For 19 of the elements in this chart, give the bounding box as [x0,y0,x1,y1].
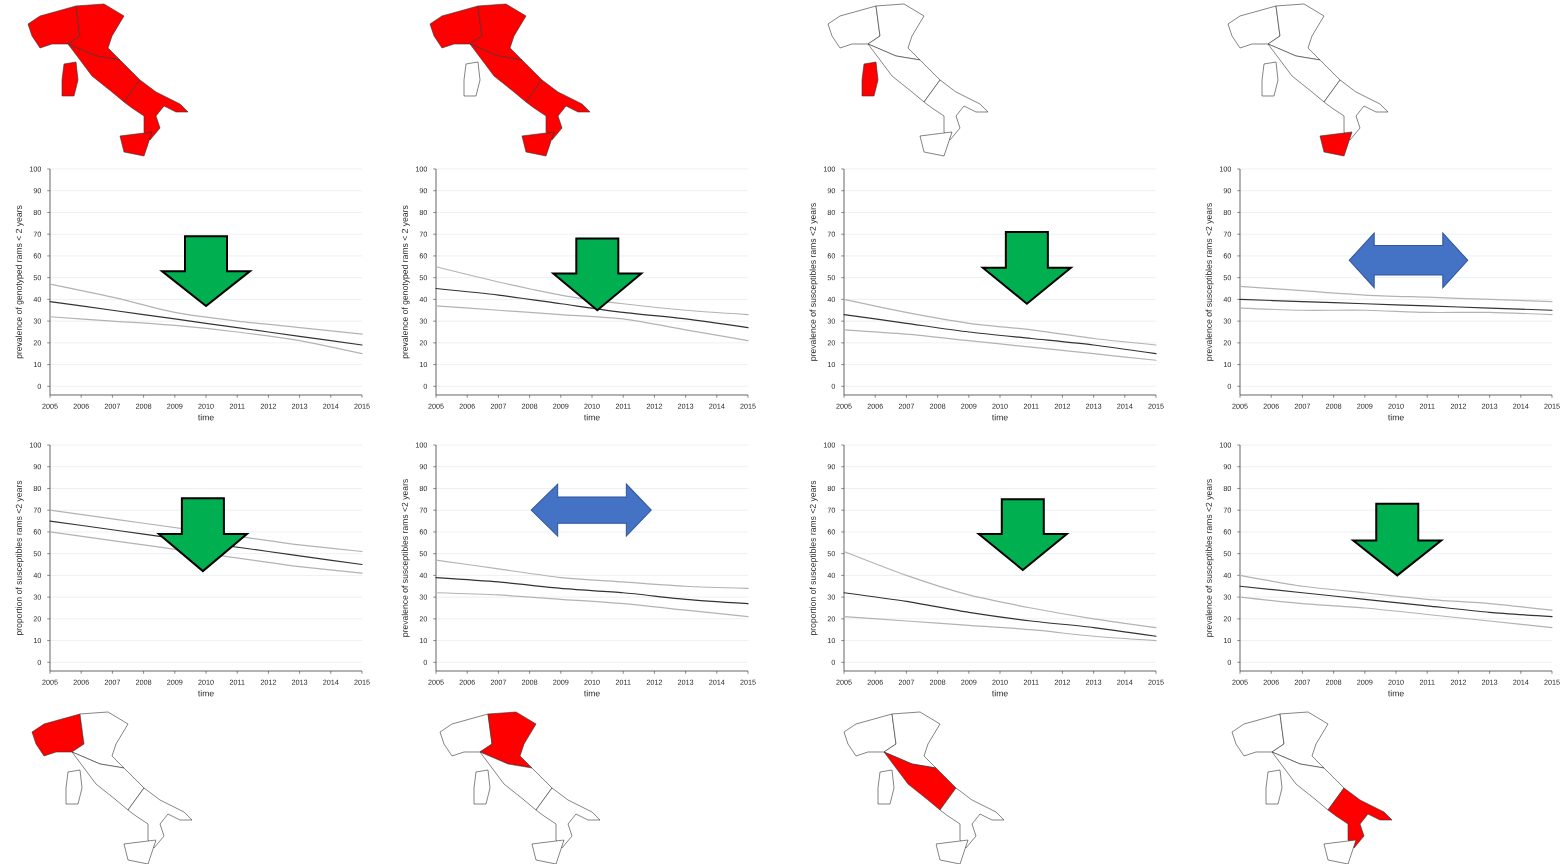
line-series [1239,585,1553,618]
line-series [435,576,749,605]
line-series [843,616,1157,642]
line-series [1239,596,1553,629]
line-series [435,559,749,590]
line-series [843,329,1157,361]
line-series [435,305,749,342]
line-series [435,266,749,316]
line-series [843,592,1157,637]
line-series [1239,285,1553,303]
line-series [843,313,1157,355]
line-series [49,283,363,335]
line-series [435,287,749,329]
line-series [49,316,363,355]
line-series [435,592,749,618]
line-series [49,300,363,346]
line-series [843,298,1157,346]
line-series [843,550,1157,629]
line-series [1239,574,1553,611]
